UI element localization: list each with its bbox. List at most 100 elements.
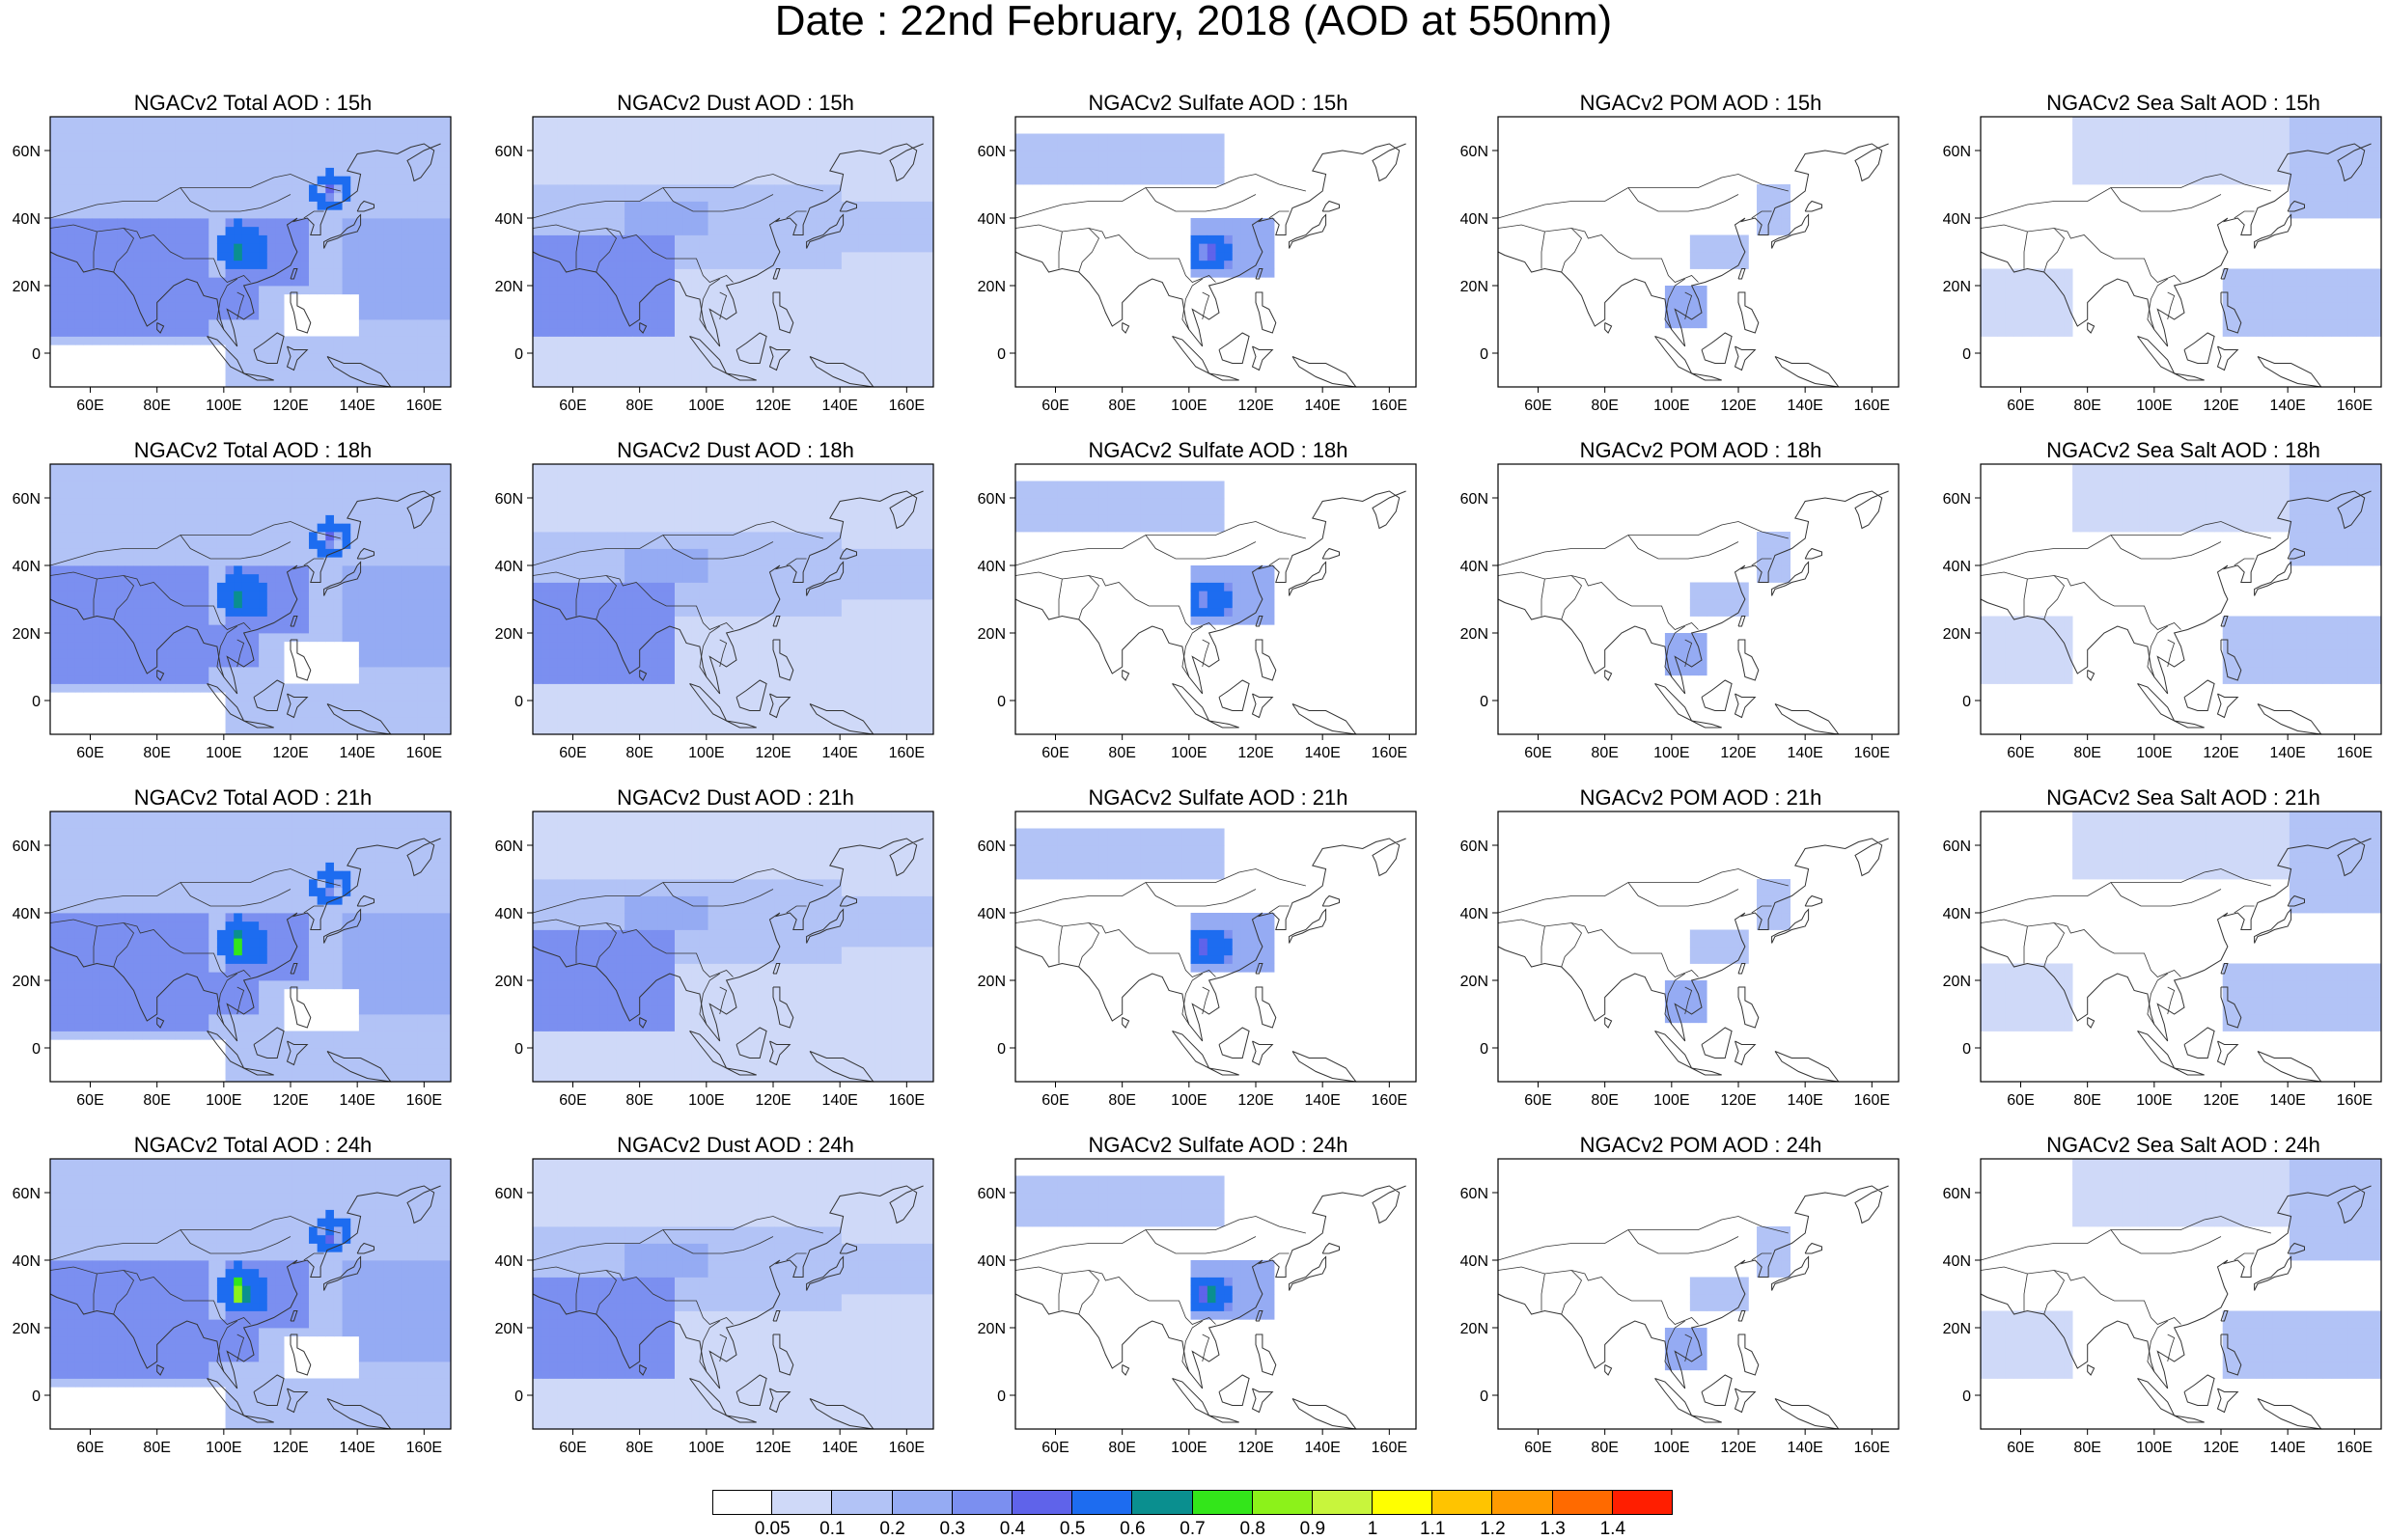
- aod-cell: [317, 133, 326, 143]
- aod-cell: [74, 481, 84, 490]
- aod-cell: [216, 252, 226, 261]
- aod-cell: [783, 209, 792, 219]
- aod-cell: [733, 226, 742, 235]
- aod-cell: [442, 260, 452, 269]
- aod-cell: [375, 218, 385, 228]
- aod-cell: [2331, 192, 2341, 202]
- aod-cell: [791, 124, 801, 134]
- aod-cell: [607, 260, 617, 269]
- coastline: [1251, 345, 1274, 371]
- aod-cell: [125, 506, 134, 515]
- aod-cell: [167, 616, 177, 625]
- aod-cell: [333, 260, 344, 269]
- aod-cell: [816, 353, 826, 363]
- aod-cell: [566, 133, 575, 143]
- aod-cell: [616, 311, 625, 320]
- aod-cell: [632, 319, 642, 329]
- aod-cell: [783, 353, 792, 363]
- aod-cell: [367, 133, 376, 143]
- aod-cell: [2222, 151, 2232, 160]
- aod-cell: [2272, 286, 2282, 295]
- aod-cell: [442, 327, 452, 337]
- aod-cell: [167, 489, 177, 499]
- aod-cell: [841, 133, 850, 143]
- aod-cell: [50, 557, 60, 566]
- aod-cell: [108, 667, 118, 676]
- aod-cell: [142, 268, 152, 278]
- aod-cell: [657, 268, 667, 278]
- aod-cell: [766, 201, 776, 210]
- aod-cell: [208, 498, 218, 508]
- aod-cell: [234, 692, 243, 701]
- aod-cell: [2105, 124, 2115, 134]
- aod-cell: [142, 311, 152, 320]
- aod-cell: [733, 243, 742, 253]
- panel-title: NGACv2 Sea Salt AOD : 15h: [2046, 91, 2320, 115]
- aod-cell: [2322, 167, 2332, 177]
- aod-cell: [741, 218, 751, 228]
- aod-cell: [167, 311, 177, 320]
- aod-cell: [309, 158, 319, 168]
- aod-cell: [342, 218, 351, 228]
- aod-cell: [599, 201, 609, 210]
- aod-cell: [799, 286, 809, 295]
- aod-cell: [2289, 117, 2298, 126]
- aod-cell: [375, 176, 385, 185]
- aod-cell: [208, 658, 218, 668]
- aod-cell: [716, 226, 726, 235]
- aod-cell: [401, 176, 410, 185]
- aod-cell: [632, 361, 642, 371]
- aod-cell: [783, 344, 792, 354]
- aod-cell: [442, 151, 452, 160]
- aod-cell: [99, 176, 109, 185]
- aod-cell: [167, 268, 177, 278]
- aod-cell: [266, 599, 276, 609]
- aod-cell: [216, 133, 226, 143]
- aod-cell: [317, 167, 326, 177]
- aod-cell: [259, 464, 268, 474]
- aod-cell: [791, 192, 801, 202]
- aod-cell: [300, 582, 310, 591]
- aod-cell: [234, 176, 243, 185]
- aod-cell: [225, 489, 235, 499]
- aod-cell: [325, 151, 335, 160]
- aod-cell: [1698, 286, 1707, 295]
- aod-cell: [841, 293, 850, 303]
- aod-cell: [358, 218, 368, 228]
- aod-cell: [1257, 218, 1266, 228]
- aod-cell: [83, 311, 93, 320]
- aod-cell: [716, 184, 726, 194]
- aod-cell: [616, 167, 625, 177]
- aod-cell: [582, 302, 592, 312]
- aod-cell: [208, 234, 218, 244]
- aod-cell: [699, 117, 708, 126]
- aod-cell: [133, 489, 143, 499]
- aod-cell: [2314, 201, 2323, 210]
- aod-cell: [2013, 319, 2023, 329]
- aod-cell: [200, 599, 209, 609]
- aod-cell: [50, 311, 60, 320]
- aod-cell: [866, 336, 875, 345]
- aod-cell: [417, 158, 427, 168]
- aod-cell: [309, 514, 319, 524]
- aod-cell: [408, 117, 418, 126]
- aod-cell: [417, 378, 427, 388]
- aod-cell: [426, 336, 435, 345]
- aod-cell: [234, 158, 243, 168]
- aod-cell: [816, 370, 826, 379]
- aod-cell: [325, 218, 335, 228]
- aod-cell: [300, 344, 310, 354]
- aod-cell: [783, 378, 792, 388]
- aod-cell: [392, 277, 402, 287]
- aod-cell: [2347, 201, 2357, 210]
- aod-cell: [557, 124, 567, 134]
- aod-cell: [175, 624, 184, 634]
- aod-cell: [2189, 142, 2199, 151]
- aod-cell: [183, 142, 193, 151]
- aod-cell: [2289, 201, 2298, 210]
- aod-cell: [858, 124, 868, 134]
- aod-cell: [442, 243, 452, 253]
- aod-cell: [158, 117, 168, 126]
- aod-cell: [83, 327, 93, 337]
- aod-cell: [401, 133, 410, 143]
